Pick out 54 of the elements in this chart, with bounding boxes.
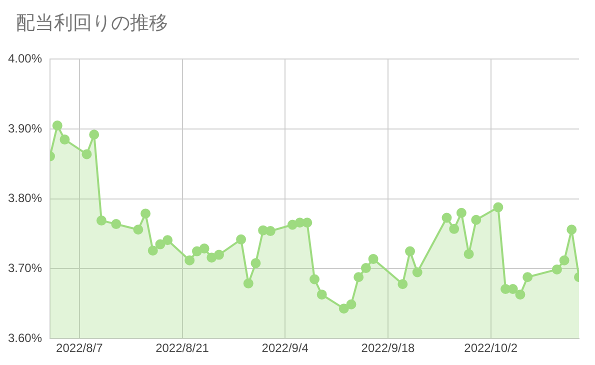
point: [456, 208, 466, 218]
point: [346, 299, 356, 310]
point: [162, 235, 173, 246]
point: [243, 278, 254, 288]
chart-title: 配当利回りの推移: [16, 11, 168, 36]
point: [302, 218, 312, 228]
point: [199, 243, 210, 254]
point: [148, 246, 158, 256]
point: [236, 234, 246, 244]
point: [89, 130, 100, 140]
point: [214, 250, 224, 260]
point: [354, 272, 364, 282]
point: [96, 216, 106, 226]
point: [140, 208, 151, 219]
point: [316, 290, 327, 300]
point: [250, 258, 261, 268]
x-tick-label: 2022/9/4: [262, 341, 309, 356]
point: [464, 249, 474, 260]
point: [552, 264, 562, 274]
point: [566, 224, 577, 235]
point: [522, 272, 533, 282]
point: [398, 279, 408, 290]
point: [133, 224, 144, 235]
point: [405, 246, 416, 256]
point: [206, 252, 217, 263]
point: [449, 224, 460, 234]
point: [82, 149, 92, 160]
point: [155, 239, 166, 250]
point: [184, 255, 195, 266]
point: [493, 202, 504, 212]
y-tick-label: 3.90%: [8, 121, 42, 136]
point: [111, 219, 122, 230]
point: [508, 284, 518, 294]
x-tick-label: 2022/9/18: [361, 341, 415, 356]
y-tick-label: 3.60%: [8, 330, 42, 345]
point: [412, 267, 422, 278]
point: [265, 226, 276, 236]
y-tick-label: 3.80%: [8, 191, 42, 206]
point: [515, 290, 526, 300]
point: [192, 246, 202, 256]
y-tick-label: 3.70%: [8, 261, 42, 276]
point: [310, 274, 320, 284]
y-tick-label: 4.00%: [8, 52, 42, 66]
x-tick-label: 2022/10/2: [464, 341, 518, 356]
point: [360, 263, 371, 274]
point: [338, 304, 349, 314]
point: [559, 255, 570, 266]
point: [52, 120, 62, 131]
point: [60, 134, 70, 145]
x-tick-label: 2022/8/21: [156, 341, 210, 356]
point: [471, 214, 482, 225]
point: [442, 212, 452, 223]
point: [368, 254, 378, 264]
x-tick-label: 2022/8/7: [56, 341, 104, 356]
